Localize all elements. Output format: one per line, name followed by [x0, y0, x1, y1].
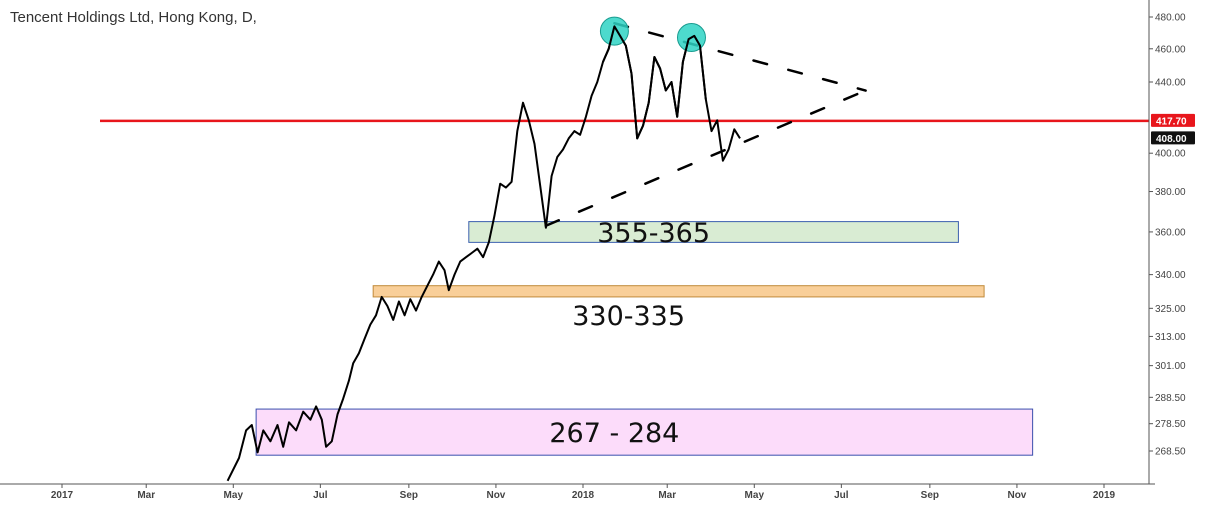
- y-tick-label: 360.00: [1155, 227, 1186, 238]
- trendline: [613, 22, 867, 92]
- y-tick-label: 313.00: [1155, 332, 1186, 343]
- x-tick-label: Mar: [658, 490, 676, 501]
- x-tick-label: Mar: [137, 490, 155, 501]
- price-tag-box: [1151, 113, 1195, 127]
- y-tick-label: 400.00: [1155, 149, 1186, 160]
- zone-label: 355-365: [597, 218, 710, 249]
- x-tick-label: Nov: [1007, 490, 1026, 501]
- price-tag-label: 408.00: [1156, 134, 1187, 145]
- y-tick-label: 480.00: [1155, 13, 1186, 24]
- markers-layer: [599, 16, 707, 140]
- y-tick-label: 340.00: [1155, 270, 1186, 281]
- y-tick-label: 288.50: [1155, 393, 1186, 404]
- price-series-overlay: [602, 25, 707, 140]
- zone-label: 330-335: [572, 301, 685, 332]
- x-tick-label: Sep: [400, 490, 418, 501]
- trendline: [544, 89, 867, 227]
- y-tick-label: 278.50: [1155, 419, 1186, 430]
- trendlines-layer: [544, 22, 867, 227]
- y-tick-label: 301.00: [1155, 361, 1186, 372]
- price-tag-label: 417.70: [1156, 116, 1187, 127]
- y-tick-label: 460.00: [1155, 44, 1186, 55]
- x-tick-label: Jul: [834, 490, 849, 501]
- x-tick-label: 2018: [572, 490, 595, 501]
- price-tags-layer: 417.70 408.00: [1151, 113, 1195, 145]
- x-tick-label: Jul: [313, 490, 328, 501]
- price-tag-box: [1151, 131, 1195, 145]
- zone-box: [372, 285, 985, 298]
- y-tick-label: 268.50: [1155, 447, 1186, 458]
- y-tick-label: 440.00: [1155, 78, 1186, 89]
- y-tick-label: 380.00: [1155, 187, 1186, 198]
- axes-layer: 2017 Mar May Jul Sep Nov 2018 Mar May Jul Sep Nov 20…: [0, 0, 1186, 501]
- zones-layer: 355-365 330-335 267 - 284: [255, 218, 1034, 456]
- x-tick-label: 2017: [51, 490, 74, 501]
- y-tick-label: 325.00: [1155, 304, 1186, 315]
- x-tick-label: Sep: [921, 490, 939, 501]
- zone-box: [468, 221, 959, 243]
- x-tick-label: Nov: [486, 490, 505, 501]
- zone-label: 267 - 284: [549, 418, 679, 449]
- x-tick-label: 2019: [1093, 490, 1116, 501]
- x-tick-label: May: [224, 490, 244, 501]
- zone-box: [255, 408, 1034, 456]
- chart-title: Tencent Holdings Ltd, Hong Kong, D,: [10, 9, 257, 26]
- x-tick-label: May: [745, 490, 765, 501]
